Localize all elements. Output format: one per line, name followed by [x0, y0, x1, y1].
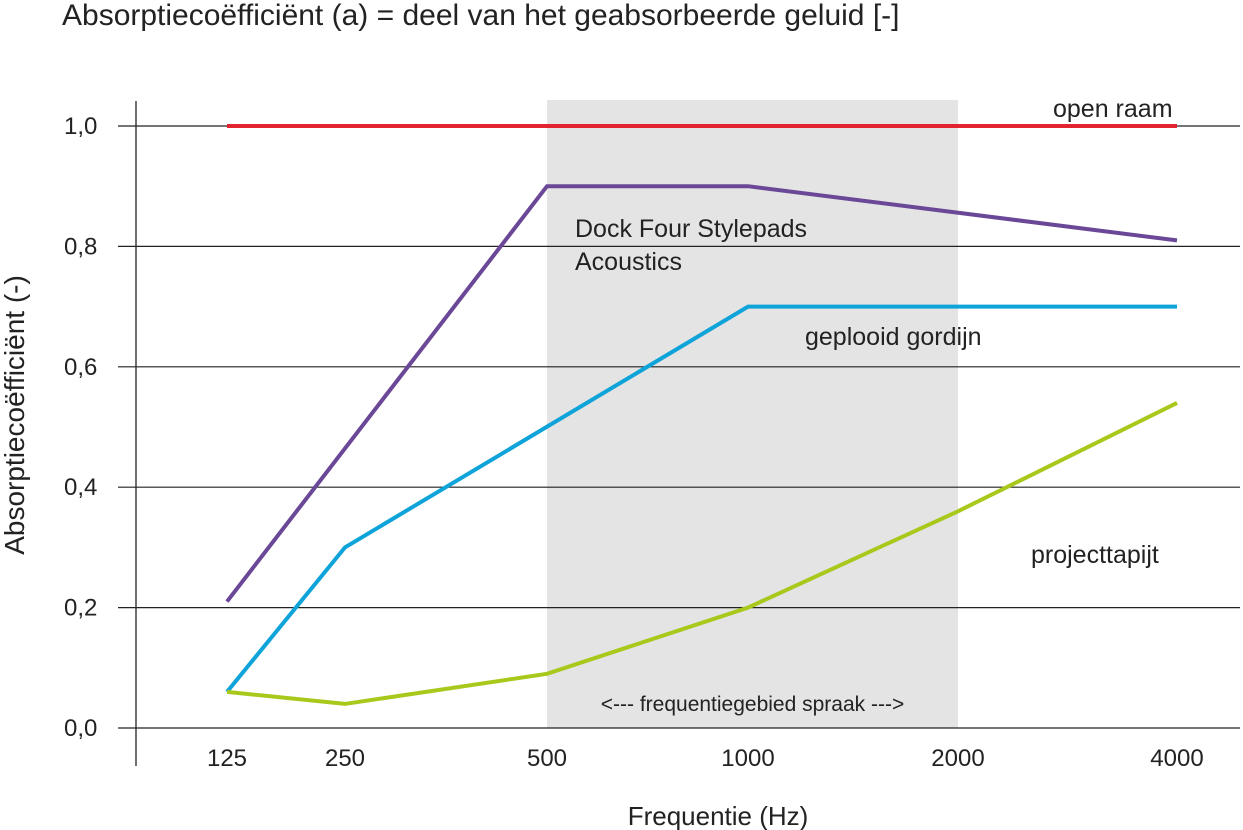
- y-tick-label: 0,8: [64, 233, 97, 260]
- label-layer: <--- frequentiegebied spraak ---> open ra…: [575, 95, 1173, 716]
- y-tick-label: 0,2: [64, 595, 97, 622]
- series-line-2: [225, 304, 1177, 694]
- tick-layer: 0,0 0,2 0,4 0,6 0,8 1,0 125 250 500 1000 2000 4000: [64, 113, 1204, 772]
- series-line-3: [226, 401, 1178, 706]
- chart-title: Absorptiecoëfficiënt (a) = deel van het …: [62, 0, 899, 32]
- y-axis-label: Absorptiecoëfficiënt (-): [0, 275, 30, 555]
- shaded-region-layer: [547, 100, 958, 728]
- y-tick-label: 0,4: [64, 474, 97, 501]
- x-tick-label: 4000: [1150, 745, 1203, 772]
- x-axis-label: Frequentie (Hz): [628, 801, 809, 830]
- shaded-region-label: <--- frequentiegebied spraak --->: [601, 693, 905, 716]
- series-layer: [225, 124, 1178, 706]
- x-tick-label: 2000: [931, 745, 984, 772]
- y-tick-label: 1,0: [64, 113, 97, 140]
- x-tick-label: 1000: [721, 745, 774, 772]
- series-label: Dock Four Stylepads Acoustics: [575, 215, 807, 276]
- y-tick-label: 0,0: [64, 715, 97, 742]
- x-tick-label: 500: [527, 745, 567, 772]
- x-tick-label: 125: [207, 745, 247, 772]
- shaded-region: [547, 100, 958, 728]
- y-tick-label: 0,6: [64, 354, 97, 381]
- x-tick-label: 250: [325, 745, 365, 772]
- series-label: open raam: [1053, 95, 1173, 123]
- series-line-1: [225, 184, 1178, 603]
- series-label: geplooid gordijn: [805, 323, 982, 351]
- series-label: projecttapijt: [1031, 541, 1159, 569]
